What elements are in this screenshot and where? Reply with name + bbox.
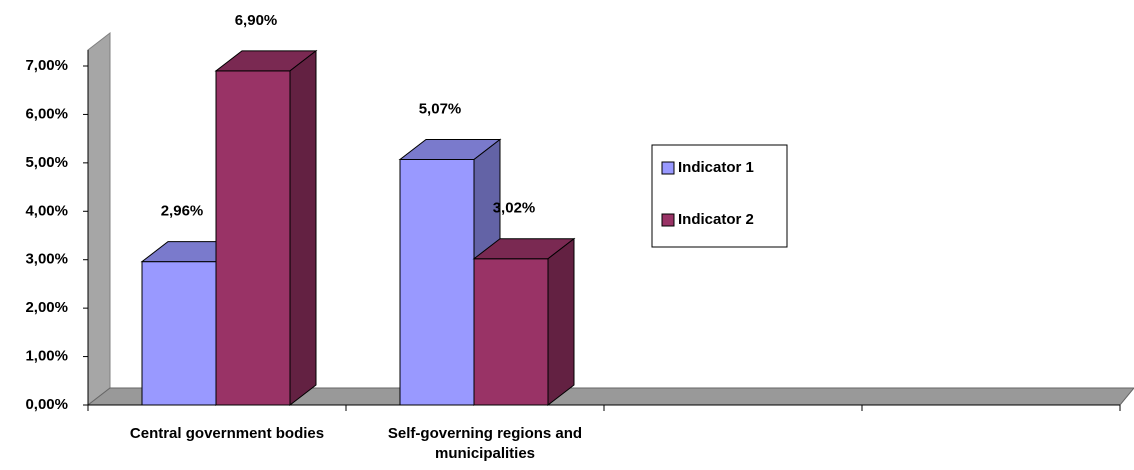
y-tick-label: 1,00% — [25, 348, 68, 365]
x-tick-label: Central government bodies — [129, 425, 325, 442]
y-tick-label: 3,00% — [25, 251, 68, 268]
bar-side — [547, 237, 575, 407]
legend-label: Indicator 2 — [678, 211, 754, 228]
bar — [472, 237, 576, 407]
bar — [214, 49, 318, 407]
y-tick-label: 4,00% — [25, 202, 68, 219]
bar-front — [141, 261, 217, 406]
y-tick-label: 7,00% — [25, 57, 68, 74]
bar-front — [473, 258, 549, 406]
value-label: 2,96% — [161, 203, 204, 220]
value-label: 5,07% — [419, 100, 462, 117]
y-tick-label: 2,00% — [25, 299, 68, 316]
legend-label: Indicator 1 — [678, 159, 754, 176]
bar-front — [399, 158, 475, 406]
y-tick-label: 5,00% — [25, 154, 68, 171]
y-tick-label: 6,00% — [25, 105, 68, 122]
x-tick-label: Self-governing regions and municipalitie… — [387, 425, 583, 462]
legend-swatch — [661, 161, 675, 175]
bar-side — [289, 49, 317, 407]
y-tick-label: 0,00% — [25, 396, 68, 413]
bar-front — [215, 70, 291, 406]
legend-swatch — [661, 213, 675, 227]
value-label: 3,02% — [493, 200, 536, 217]
value-label: 6,90% — [235, 12, 278, 29]
side-wall — [87, 31, 111, 407]
